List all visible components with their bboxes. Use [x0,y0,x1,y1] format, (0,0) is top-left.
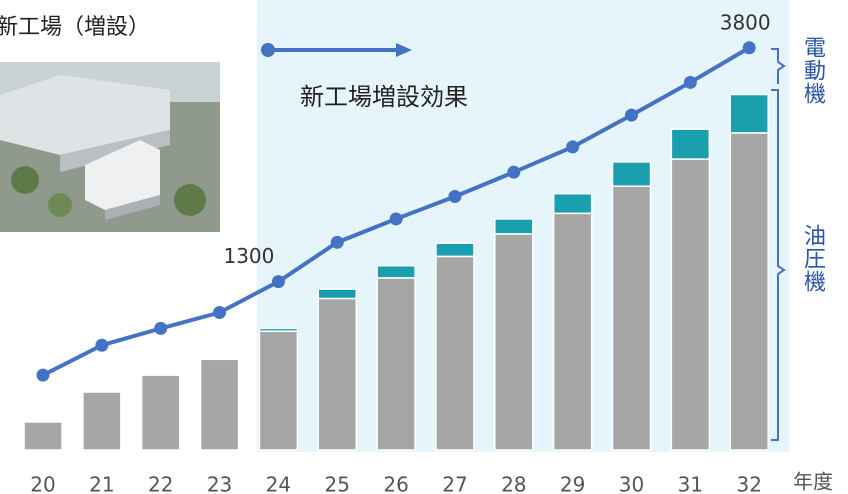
x-tick-label: 32 [736,473,761,494]
bar-segment [258,330,299,451]
photo [0,62,220,232]
line-point [742,41,756,55]
bar-segment [435,255,475,451]
x-tick-label: 20 [30,473,55,494]
x-tick-label: 24 [266,473,291,494]
bar-segment [611,161,652,187]
x-tick-label: 26 [383,473,408,494]
bar-segment [729,132,769,451]
legend-label: 油圧機 [800,224,826,293]
x-tick-label: 28 [501,473,526,494]
bar-segment [435,242,475,258]
bar-segment [317,288,357,300]
bar-segment [376,264,416,279]
bar-segment [552,212,593,451]
bar-segment [670,158,711,451]
brace [771,89,786,441]
x-tick-label: 25 [325,473,350,494]
bar-segment [611,185,652,451]
bar-segment [23,421,63,451]
line-point [389,212,403,226]
line-point [683,75,697,89]
x-axis-label: 年度 [793,470,833,494]
legend-label: 電動機 [800,36,826,105]
annotation: 新工場増設効果 [300,83,468,111]
line-point [213,305,227,319]
line-point [566,140,580,154]
line-point [95,338,109,352]
data-label: 1300 [223,244,274,268]
bar-segment [317,297,357,451]
bar-segment [552,192,593,215]
bar-segment [670,128,711,160]
x-tick-label: 31 [678,473,703,494]
x-tick-label: 30 [619,473,644,494]
bar-segment [729,93,769,134]
x-tick-label: 22 [148,473,173,494]
bar-segment [199,358,240,451]
x-tick-label: 29 [560,473,585,494]
bar-segment [82,391,122,451]
chart-title: 新工場（増設） [0,15,150,40]
x-tick-label: 27 [442,473,467,494]
line-point [507,165,521,179]
line-point [330,235,344,249]
annotation-arrow [261,43,412,57]
bar-segment [140,374,181,451]
data-label: 3800 [720,10,771,34]
bar-segment [376,277,416,451]
brace [771,48,786,84]
line-point [154,321,168,335]
line-point [271,275,285,289]
line-point [36,368,50,382]
bar-segment [494,233,534,451]
x-tick-label: 23 [207,473,232,494]
line-point [625,108,638,122]
line-point [448,190,462,204]
x-tick-label: 21 [89,473,114,494]
bar-segment [258,327,299,332]
bar-segment [494,218,534,235]
